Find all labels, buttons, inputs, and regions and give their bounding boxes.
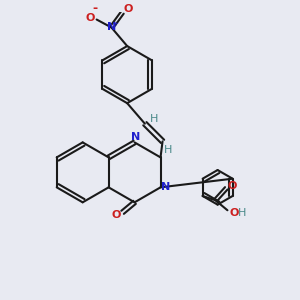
Text: N: N — [107, 22, 116, 32]
Text: O: O — [124, 4, 133, 14]
Text: O: O — [112, 210, 121, 220]
Text: H: H — [150, 114, 158, 124]
Text: -: - — [93, 2, 98, 15]
Text: H: H — [164, 145, 172, 155]
Text: O: O — [229, 208, 238, 218]
Text: O: O — [86, 13, 95, 23]
Text: O: O — [228, 181, 237, 191]
Text: N: N — [130, 132, 140, 142]
Text: N: N — [161, 182, 170, 192]
Text: +: + — [112, 21, 118, 27]
Text: H: H — [238, 208, 247, 218]
